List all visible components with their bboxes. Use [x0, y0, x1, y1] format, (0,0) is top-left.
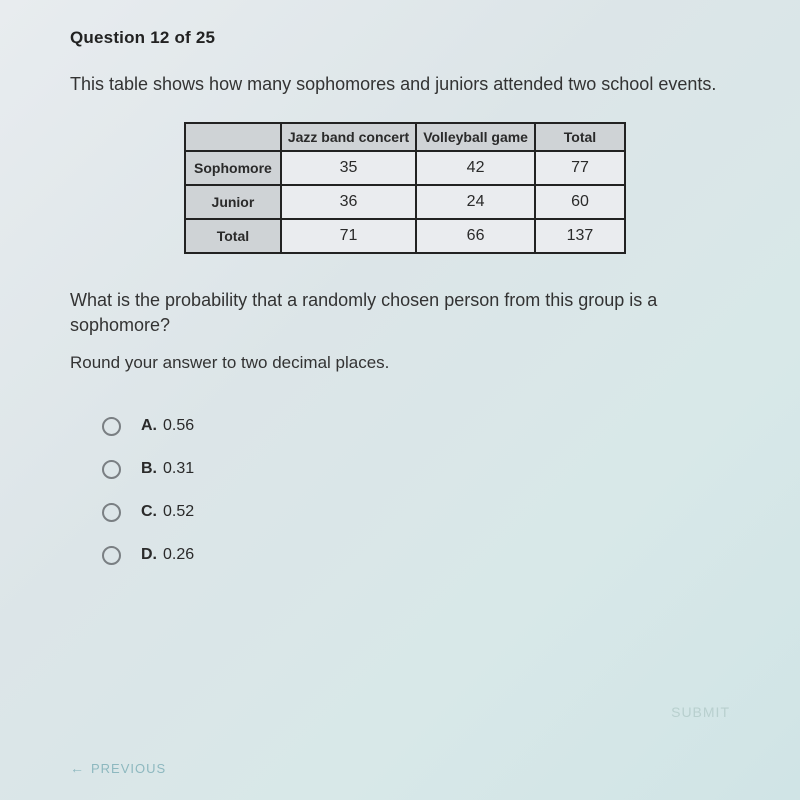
- cell: 60: [535, 185, 625, 219]
- previous-button[interactable]: ← PREVIOUS: [70, 760, 166, 776]
- data-table: Jazz band concert Volleyball game Total …: [184, 122, 626, 254]
- previous-label: PREVIOUS: [91, 761, 166, 776]
- option-b[interactable]: B. 0.31: [102, 460, 740, 479]
- option-letter: B.: [141, 460, 157, 478]
- cell: 36: [281, 185, 416, 219]
- cell: 71: [281, 219, 416, 253]
- radio-icon: [102, 460, 121, 479]
- col-header: Total: [535, 123, 625, 151]
- option-value: 0.56: [163, 417, 194, 435]
- cell: 77: [535, 151, 625, 185]
- radio-icon: [102, 503, 121, 522]
- question-counter: Question 12 of 25: [70, 28, 740, 48]
- option-a[interactable]: A. 0.56: [102, 417, 740, 436]
- option-c[interactable]: C. 0.52: [102, 503, 740, 522]
- col-header: Volleyball game: [416, 123, 535, 151]
- submit-button[interactable]: SUBMIT: [671, 704, 730, 720]
- data-table-wrap: Jazz band concert Volleyball game Total …: [70, 122, 740, 254]
- sub-question: What is the probability that a randomly …: [70, 288, 740, 337]
- row-header: Junior: [185, 185, 281, 219]
- round-note: Round your answer to two decimal places.: [70, 353, 740, 373]
- radio-icon: [102, 417, 121, 436]
- table-row: Total 71 66 137: [185, 219, 625, 253]
- cell: 66: [416, 219, 535, 253]
- option-d[interactable]: D. 0.26: [102, 546, 740, 565]
- cell: 137: [535, 219, 625, 253]
- radio-icon: [102, 546, 121, 565]
- table-row: Junior 36 24 60: [185, 185, 625, 219]
- option-value: 0.31: [163, 460, 194, 478]
- row-header: Total: [185, 219, 281, 253]
- row-header: Sophomore: [185, 151, 281, 185]
- cell: 42: [416, 151, 535, 185]
- options-list: A. 0.56 B. 0.31 C. 0.52 D. 0.26: [70, 417, 740, 565]
- option-value: 0.26: [163, 546, 194, 564]
- cell: 24: [416, 185, 535, 219]
- table-row: Sophomore 35 42 77: [185, 151, 625, 185]
- option-letter: A.: [141, 417, 157, 435]
- option-value: 0.52: [163, 503, 194, 521]
- col-header: Jazz band concert: [281, 123, 416, 151]
- corner-cell: [185, 123, 281, 151]
- question-text: This table shows how many sophomores and…: [70, 72, 740, 96]
- cell: 35: [281, 151, 416, 185]
- arrow-left-icon: ←: [70, 760, 85, 776]
- option-letter: C.: [141, 503, 157, 521]
- option-letter: D.: [141, 546, 157, 564]
